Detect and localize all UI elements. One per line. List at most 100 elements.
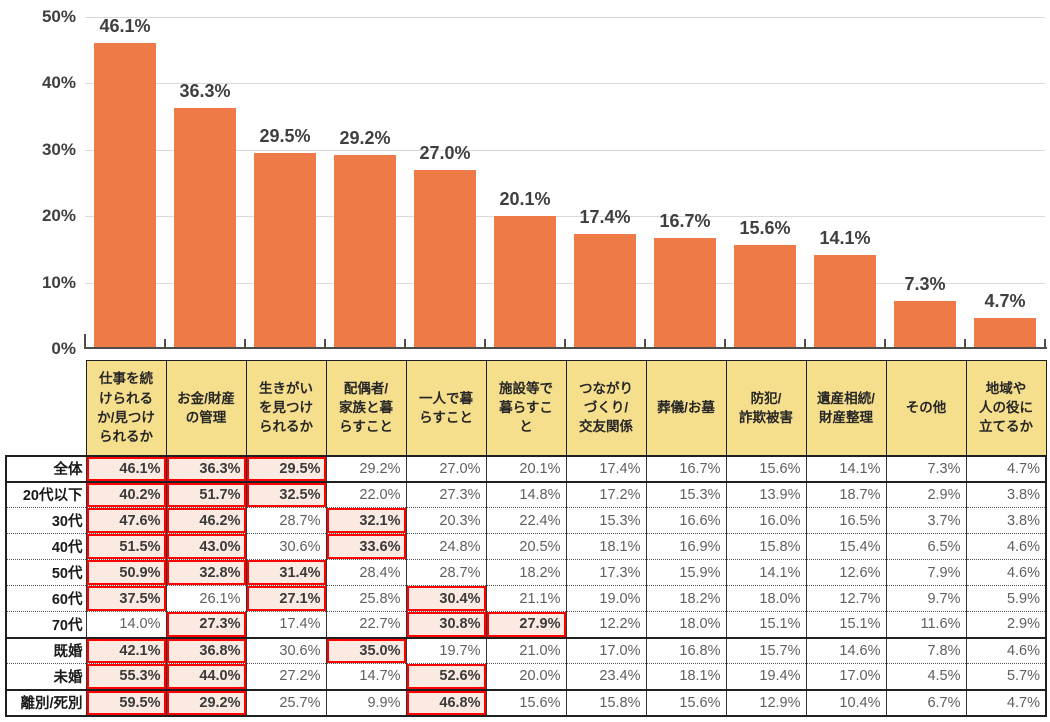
table-cell: 15.4% [805,533,886,560]
table-cell: 14.6% [805,636,886,664]
table-cell: 22.7% [325,611,406,638]
table-cell: 7.8% [885,636,966,664]
y-axis-tick-label: 30% [41,140,76,159]
gridline [85,17,1045,18]
table-cell: 2.9% [885,480,966,508]
bar [94,42,156,349]
gridline [85,283,1045,284]
bar-value-label: 15.6% [739,218,791,239]
table-cell: 18.0% [645,611,726,638]
bar-value-label: 16.7% [659,211,711,232]
table-cell: 15.1% [725,611,806,638]
bar-value-label: 29.2% [339,128,391,149]
bar [254,153,316,349]
table-header: 仕事を続 けられる か/見つけ られるか お金/財産 の管理 生きがい を見つけ ら… [6,360,1047,456]
x-axis-tick [404,339,406,348]
bar-value-label: 27.0% [419,142,471,163]
plot-area: 46.1% 36.3% 29.5% 29.2% 27.0% 20.1% 17.4% 16.7%… [85,15,1045,349]
row-label: 20代以下 [5,480,86,508]
table-cell: 27.3% [165,611,246,638]
table-row: 50代 50.9% 32.8% 31.4% 28.4% 28.7% 18.2% 17.3% 15… [5,559,1047,586]
table-row: 40代 51.5% 43.0% 30.6% 33.6% 24.8% 20.5% 18.1% 16… [5,533,1047,560]
table-cell: 36.8% [165,636,246,664]
bar-value-label: 17.4% [579,206,631,227]
x-axis-line [84,347,1047,349]
x-axis-tick [164,339,166,348]
column-header: 遺産相続/ 財産整理 [805,360,887,456]
table-cell: 15.8% [565,688,646,717]
table-cell: 12.9% [725,688,806,717]
table-cell: 30.8% [405,611,486,638]
column-header: 葬儀/お墓 [645,360,727,456]
bar [334,155,396,349]
table-cell: 26.1% [165,585,246,612]
table-cell: 29.2% [325,454,406,482]
x-axis-tick [244,339,246,348]
table-row: 70代 14.0% 27.3% 17.4% 22.7% 30.8% 27.9% 12.2% 18… [5,611,1047,638]
x-axis-tick [964,339,966,348]
row-label: 30代 [5,507,86,534]
table-cell: 46.1% [85,454,166,482]
x-axis-tick [564,339,566,348]
table-cell: 27.2% [245,663,326,690]
table-cell: 18.2% [485,559,566,586]
table-cell: 32.1% [325,507,406,534]
table-cell: 22.0% [325,480,406,508]
bar-value-label: 36.3% [179,81,231,101]
table-cell: 3.7% [885,507,966,534]
table-cell: 35.0% [325,636,406,664]
table-cell: 30.6% [245,636,326,664]
bar-chart: 46.1% 36.3% 29.5% 29.2% 27.0% 20.1% 17.4% 16.7%… [0,0,1050,358]
table-cell: 16.5% [805,507,886,534]
table-row: 離別/死別 59.5% 29.2% 25.7% 9.9% 46.8% 15.6% 15.8% 1… [5,688,1047,717]
table-cell: 2.9% [965,611,1047,638]
y-axis-tick-label: 40% [41,73,76,92]
table-cell: 14.1% [725,559,806,586]
x-axis-tick [724,339,726,348]
table-cell: 15.8% [725,533,806,560]
table-cell: 9.9% [325,688,406,717]
table-cell: 14.8% [485,480,566,508]
table-cell: 5.9% [965,585,1047,612]
table-cell: 47.6% [85,507,166,534]
table-cell: 31.4% [245,559,326,586]
table-cell: 9.7% [885,585,966,612]
bar [574,233,636,349]
table-cell: 18.0% [725,585,806,612]
table-cell: 19.4% [725,663,806,690]
table-cell: 17.4% [565,454,646,482]
row-label: 60代 [5,585,86,612]
table-cell: 32.8% [165,559,246,586]
table-cell: 15.7% [725,636,806,664]
table-cell: 4.7% [965,454,1047,482]
data-table: 仕事を続 けられる か/見つけ られるか お金/財産 の管理 生きがい を見つけ ら… [5,360,1047,717]
table-cell: 4.6% [965,636,1047,664]
table-cell: 20.0% [485,663,566,690]
table-cell: 27.1% [245,585,326,612]
table-cell: 43.0% [165,533,246,560]
bar [494,215,556,349]
table-cell: 6.7% [885,688,966,717]
table-cell: 18.7% [805,480,886,508]
table-cell: 28.7% [405,559,486,586]
table-row: 20代以下 40.2% 51.7% 32.5% 22.0% 27.3% 14.8% 17.2%… [5,480,1047,508]
table-cell: 19.0% [565,585,646,612]
row-label: 全体 [5,454,86,482]
table-cell: 18.1% [565,533,646,560]
column-header: 配偶者/ 家族と暮 らすこと [325,360,407,456]
table-cell: 3.8% [965,507,1047,534]
table-cell: 21.0% [485,636,566,664]
row-label: 未婚 [5,663,86,690]
table-cell: 12.6% [805,559,886,586]
column-header: 生きがい を見つけ られるか [245,360,327,456]
table-body: 全体 46.1% 36.3% 29.5% 29.2% 27.0% 20.1% 17.4% 16.… [5,454,1047,717]
table-cell: 17.2% [565,480,646,508]
table-cell: 46.8% [405,688,486,717]
table-cell: 7.9% [885,559,966,586]
bar [894,300,956,349]
bar-value-label: 46.1% [99,15,151,36]
table-cell: 20.5% [485,533,566,560]
table-cell: 25.8% [325,585,406,612]
table-cell: 52.6% [405,663,486,690]
